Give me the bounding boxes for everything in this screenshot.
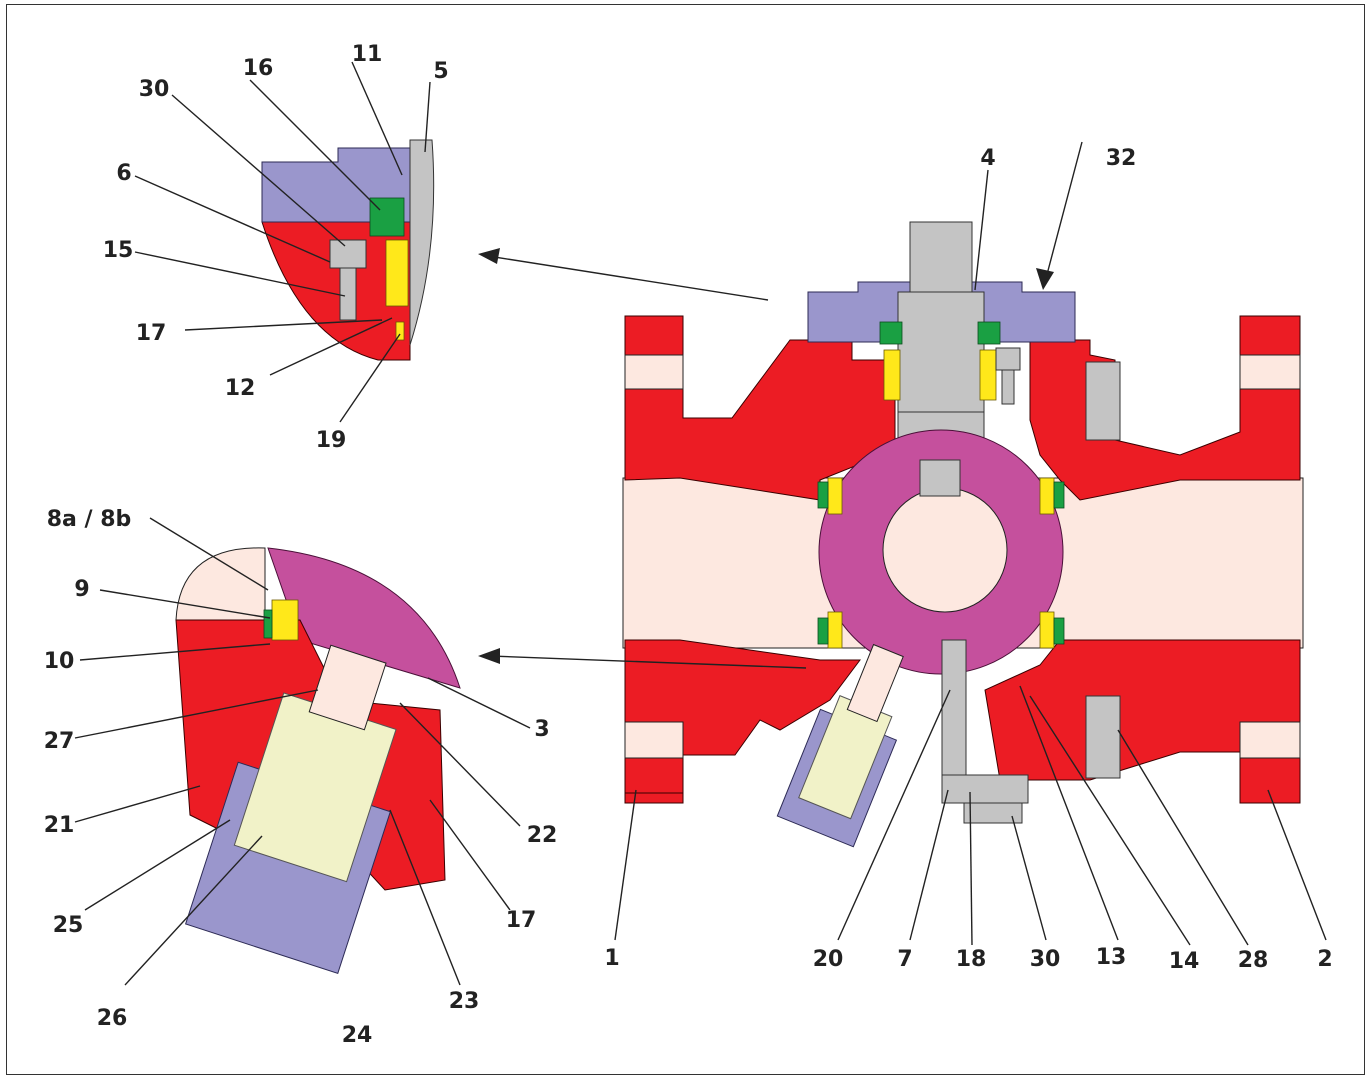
label-17-detail-b: 17 [506, 908, 537, 933]
detail-arrows [478, 141, 1083, 669]
seal-right-bottom [1053, 617, 1065, 645]
cap-screw-shank [1001, 369, 1015, 405]
arrow-32 [1044, 141, 1083, 283]
injection-fitting-main [776, 643, 904, 848]
label-19: 19 [316, 428, 347, 453]
label-20: 20 [813, 947, 844, 972]
label-16: 16 [243, 56, 274, 81]
label-7: 7 [897, 947, 912, 972]
label-18: 18 [956, 947, 987, 972]
seal-right-top [1053, 481, 1065, 509]
flange-left-lip [624, 792, 684, 804]
label-3: 3 [534, 717, 549, 742]
label-4: 4 [980, 146, 995, 171]
label-6: 6 [116, 161, 131, 186]
flange-hole-left-bottom [624, 721, 684, 759]
label-28: 28 [1238, 948, 1269, 973]
label-14: 14 [1169, 949, 1200, 974]
body-right [1029, 315, 1301, 501]
label-30-main: 30 [1030, 947, 1061, 972]
label-1: 1 [604, 946, 619, 971]
label-2: 2 [1317, 947, 1332, 972]
detail-a-packing [369, 197, 405, 237]
label-10: 10 [44, 649, 75, 674]
label-9: 9 [74, 577, 89, 602]
label-13: 13 [1096, 945, 1127, 970]
label-24: 24 [342, 1023, 373, 1048]
body-left [624, 315, 896, 501]
label-21: 21 [44, 813, 75, 838]
cap-screw-head [995, 347, 1021, 371]
seal-left-top [817, 481, 829, 509]
label-23: 23 [449, 989, 480, 1014]
detail-b-seal [263, 609, 273, 639]
diagram-frame [6, 4, 1365, 1075]
stem-top [909, 221, 973, 293]
arrow-head-stem-detail [478, 248, 500, 264]
label-27: 27 [44, 729, 75, 754]
main-valve-assembly [622, 221, 1304, 848]
label-8a-8b: 8a / 8b [47, 507, 132, 532]
flange-hole-left-top [624, 354, 684, 390]
seat-left-bottom [827, 611, 843, 649]
stem-springs [879, 321, 1001, 401]
detail-b-ball [267, 547, 461, 689]
flange-hole-right-top [1239, 354, 1301, 390]
seat-left-top [827, 477, 843, 515]
stem-body [897, 291, 985, 413]
label-22: 22 [527, 823, 558, 848]
label-17-detail-a: 17 [136, 321, 167, 346]
detail-b-fitting [184, 644, 397, 975]
body-right-lower [984, 639, 1301, 804]
seat-right-bottom [1039, 611, 1055, 649]
ball-bore [882, 487, 1008, 613]
label-25: 25 [53, 913, 84, 938]
drain-plug [963, 802, 1023, 824]
arrow-to-seat-detail [489, 655, 807, 669]
seat-right-top [1039, 477, 1055, 515]
part-labels: 11 5 16 30 6 15 17 12 19 4 32 8a / 8b 9 … [44, 42, 1333, 1048]
detail-b-bore [175, 547, 266, 621]
detail-a-stem [409, 139, 435, 346]
drain-tube [941, 639, 967, 791]
drain-block [941, 774, 1029, 804]
detail-seat-injection [175, 547, 461, 975]
stem-tang [919, 459, 961, 497]
detail-a-ring [395, 321, 405, 341]
arrow-head-seat-detail [478, 648, 500, 664]
hex-nut-bottom [1085, 695, 1121, 779]
detail-a-screw-shank [339, 267, 357, 321]
detail-a-screw-head [329, 239, 367, 269]
hex-nut-top [1085, 361, 1121, 441]
label-32: 32 [1106, 146, 1137, 171]
leader-lines [74, 61, 1327, 986]
detail-stem-seal [261, 139, 435, 361]
arrow-to-stem-detail [487, 255, 769, 301]
label-12: 12 [225, 376, 256, 401]
label-30-detail: 30 [139, 77, 170, 102]
flange-hole-right-bottom [1239, 721, 1301, 759]
seal-left-bottom [817, 617, 829, 645]
label-15: 15 [103, 238, 134, 263]
arrow-head-32 [1036, 268, 1054, 290]
label-26: 26 [97, 1006, 128, 1031]
detail-a-body [261, 221, 411, 361]
label-11: 11 [352, 42, 383, 67]
detail-b-seat [271, 599, 299, 641]
label-5: 5 [433, 59, 448, 84]
detail-a-springs [385, 239, 409, 307]
